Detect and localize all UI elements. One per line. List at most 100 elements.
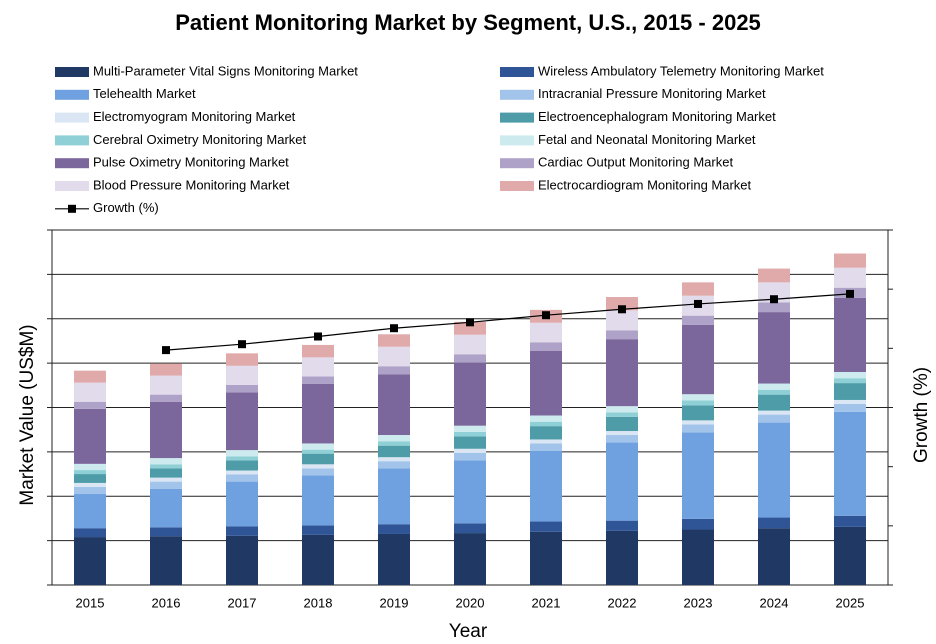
bar-segment <box>530 342 562 351</box>
legend-swatch <box>500 135 534 146</box>
bar-segment <box>682 518 714 530</box>
x-tick-label: 2021 <box>532 595 561 610</box>
bar-segment <box>150 394 182 402</box>
bar-segment <box>606 442 638 521</box>
bar-segment <box>378 374 410 436</box>
bar-segment <box>758 312 790 384</box>
bar-segment <box>606 412 638 417</box>
legend-swatch <box>55 158 89 169</box>
bar-segment <box>834 372 866 379</box>
legend-label: Blood Pressure Monitoring Market <box>93 177 290 192</box>
bar-segment <box>758 410 790 415</box>
bar-segment <box>758 528 790 585</box>
bar-segment <box>74 382 106 402</box>
bar-segment <box>758 414 790 423</box>
x-tick-label: 2015 <box>76 595 105 610</box>
chart-title: Patient Monitoring Market by Segment, U.… <box>175 10 761 35</box>
bar-segment <box>74 401 106 409</box>
bar-segment <box>378 435 410 442</box>
bar-segment <box>378 457 410 462</box>
bar-segment <box>150 375 182 395</box>
legend-label: Growth (%) <box>93 200 159 215</box>
bar-segment <box>530 322 562 343</box>
x-tick-label: 2016 <box>152 595 181 610</box>
bar-segment <box>226 460 258 471</box>
bar-segment <box>606 406 638 413</box>
bar-segment <box>302 525 334 535</box>
bar-segment <box>226 474 258 482</box>
growth-marker <box>466 318 474 327</box>
bar-segment <box>834 403 866 412</box>
growth-marker <box>162 346 170 355</box>
bar-segment <box>226 535 258 585</box>
bar-segment <box>454 460 486 524</box>
bar-segment <box>530 426 562 440</box>
x-tick-label: 2018 <box>304 595 333 610</box>
bar-segment <box>302 468 334 476</box>
bar-segment <box>150 477 182 482</box>
bar-segment <box>302 453 334 465</box>
growth-marker <box>846 289 854 298</box>
bar-segment <box>378 533 410 585</box>
bar-segment <box>834 383 866 400</box>
bar-segment <box>530 415 562 422</box>
legend-swatch <box>55 89 89 100</box>
bar-segment <box>682 529 714 585</box>
bar-segment <box>74 470 106 475</box>
bar-segment <box>226 353 258 366</box>
legend-marker <box>68 204 76 213</box>
y2-axis-label: Growth (%) <box>911 367 932 463</box>
legend-swatch <box>500 112 534 123</box>
bar-segment <box>150 464 182 469</box>
bar-segment <box>606 530 638 585</box>
x-tick-label: 2022 <box>608 595 637 610</box>
bar-segment <box>74 408 106 464</box>
bar-segment <box>378 334 410 347</box>
legend-label: Electrocardiogram Monitoring Market <box>538 177 752 192</box>
bar-segment <box>682 315 714 325</box>
x-tick-label: 2020 <box>456 595 485 610</box>
bar-segment <box>682 432 714 519</box>
bar-segment <box>454 362 486 426</box>
bar-segment <box>454 334 486 355</box>
x-tick-label: 2019 <box>380 595 409 610</box>
bar-segment <box>834 399 866 404</box>
bar-segment <box>302 344 334 358</box>
bar-segment <box>454 523 486 534</box>
bar-segment <box>378 524 410 534</box>
bar-segment <box>226 392 258 451</box>
x-tick-label: 2023 <box>684 595 713 610</box>
bar-segment <box>758 383 790 390</box>
bar-segment <box>834 378 866 384</box>
y-axis-label: Market Value (US$M) <box>17 324 38 505</box>
bar-segment <box>302 449 334 454</box>
bar-segment <box>226 456 258 461</box>
legend-label: Pulse Oximetry Monitoring Market <box>93 155 289 170</box>
bar-segment <box>150 488 182 528</box>
bar-segment <box>74 474 106 483</box>
bar-segment <box>530 531 562 585</box>
bar-segment <box>758 394 790 411</box>
legend-swatch <box>500 67 534 77</box>
bar-segment <box>302 443 334 450</box>
bar-segment <box>682 400 714 406</box>
bar-segment <box>606 297 638 311</box>
bar-segment <box>226 384 258 393</box>
bar-segment <box>758 302 790 313</box>
bar-segment <box>378 346 410 367</box>
growth-marker <box>770 295 778 304</box>
legend-label: Electromyogram Monitoring Market <box>93 109 296 124</box>
bar-segment <box>530 521 562 532</box>
bar-segment <box>606 520 638 531</box>
bar-segment <box>378 441 410 446</box>
bar-segment <box>150 481 182 489</box>
bar-segment <box>758 282 790 303</box>
bar-segment <box>150 458 182 465</box>
legend-label: Cerebral Oximetry Monitoring Market <box>93 132 307 147</box>
bar-segment <box>834 526 866 585</box>
bar-segment <box>150 468 182 478</box>
bar-segment <box>758 389 790 395</box>
bar-segment <box>606 431 638 436</box>
x-tick-label: 2024 <box>760 595 789 610</box>
bar-segment <box>302 475 334 526</box>
